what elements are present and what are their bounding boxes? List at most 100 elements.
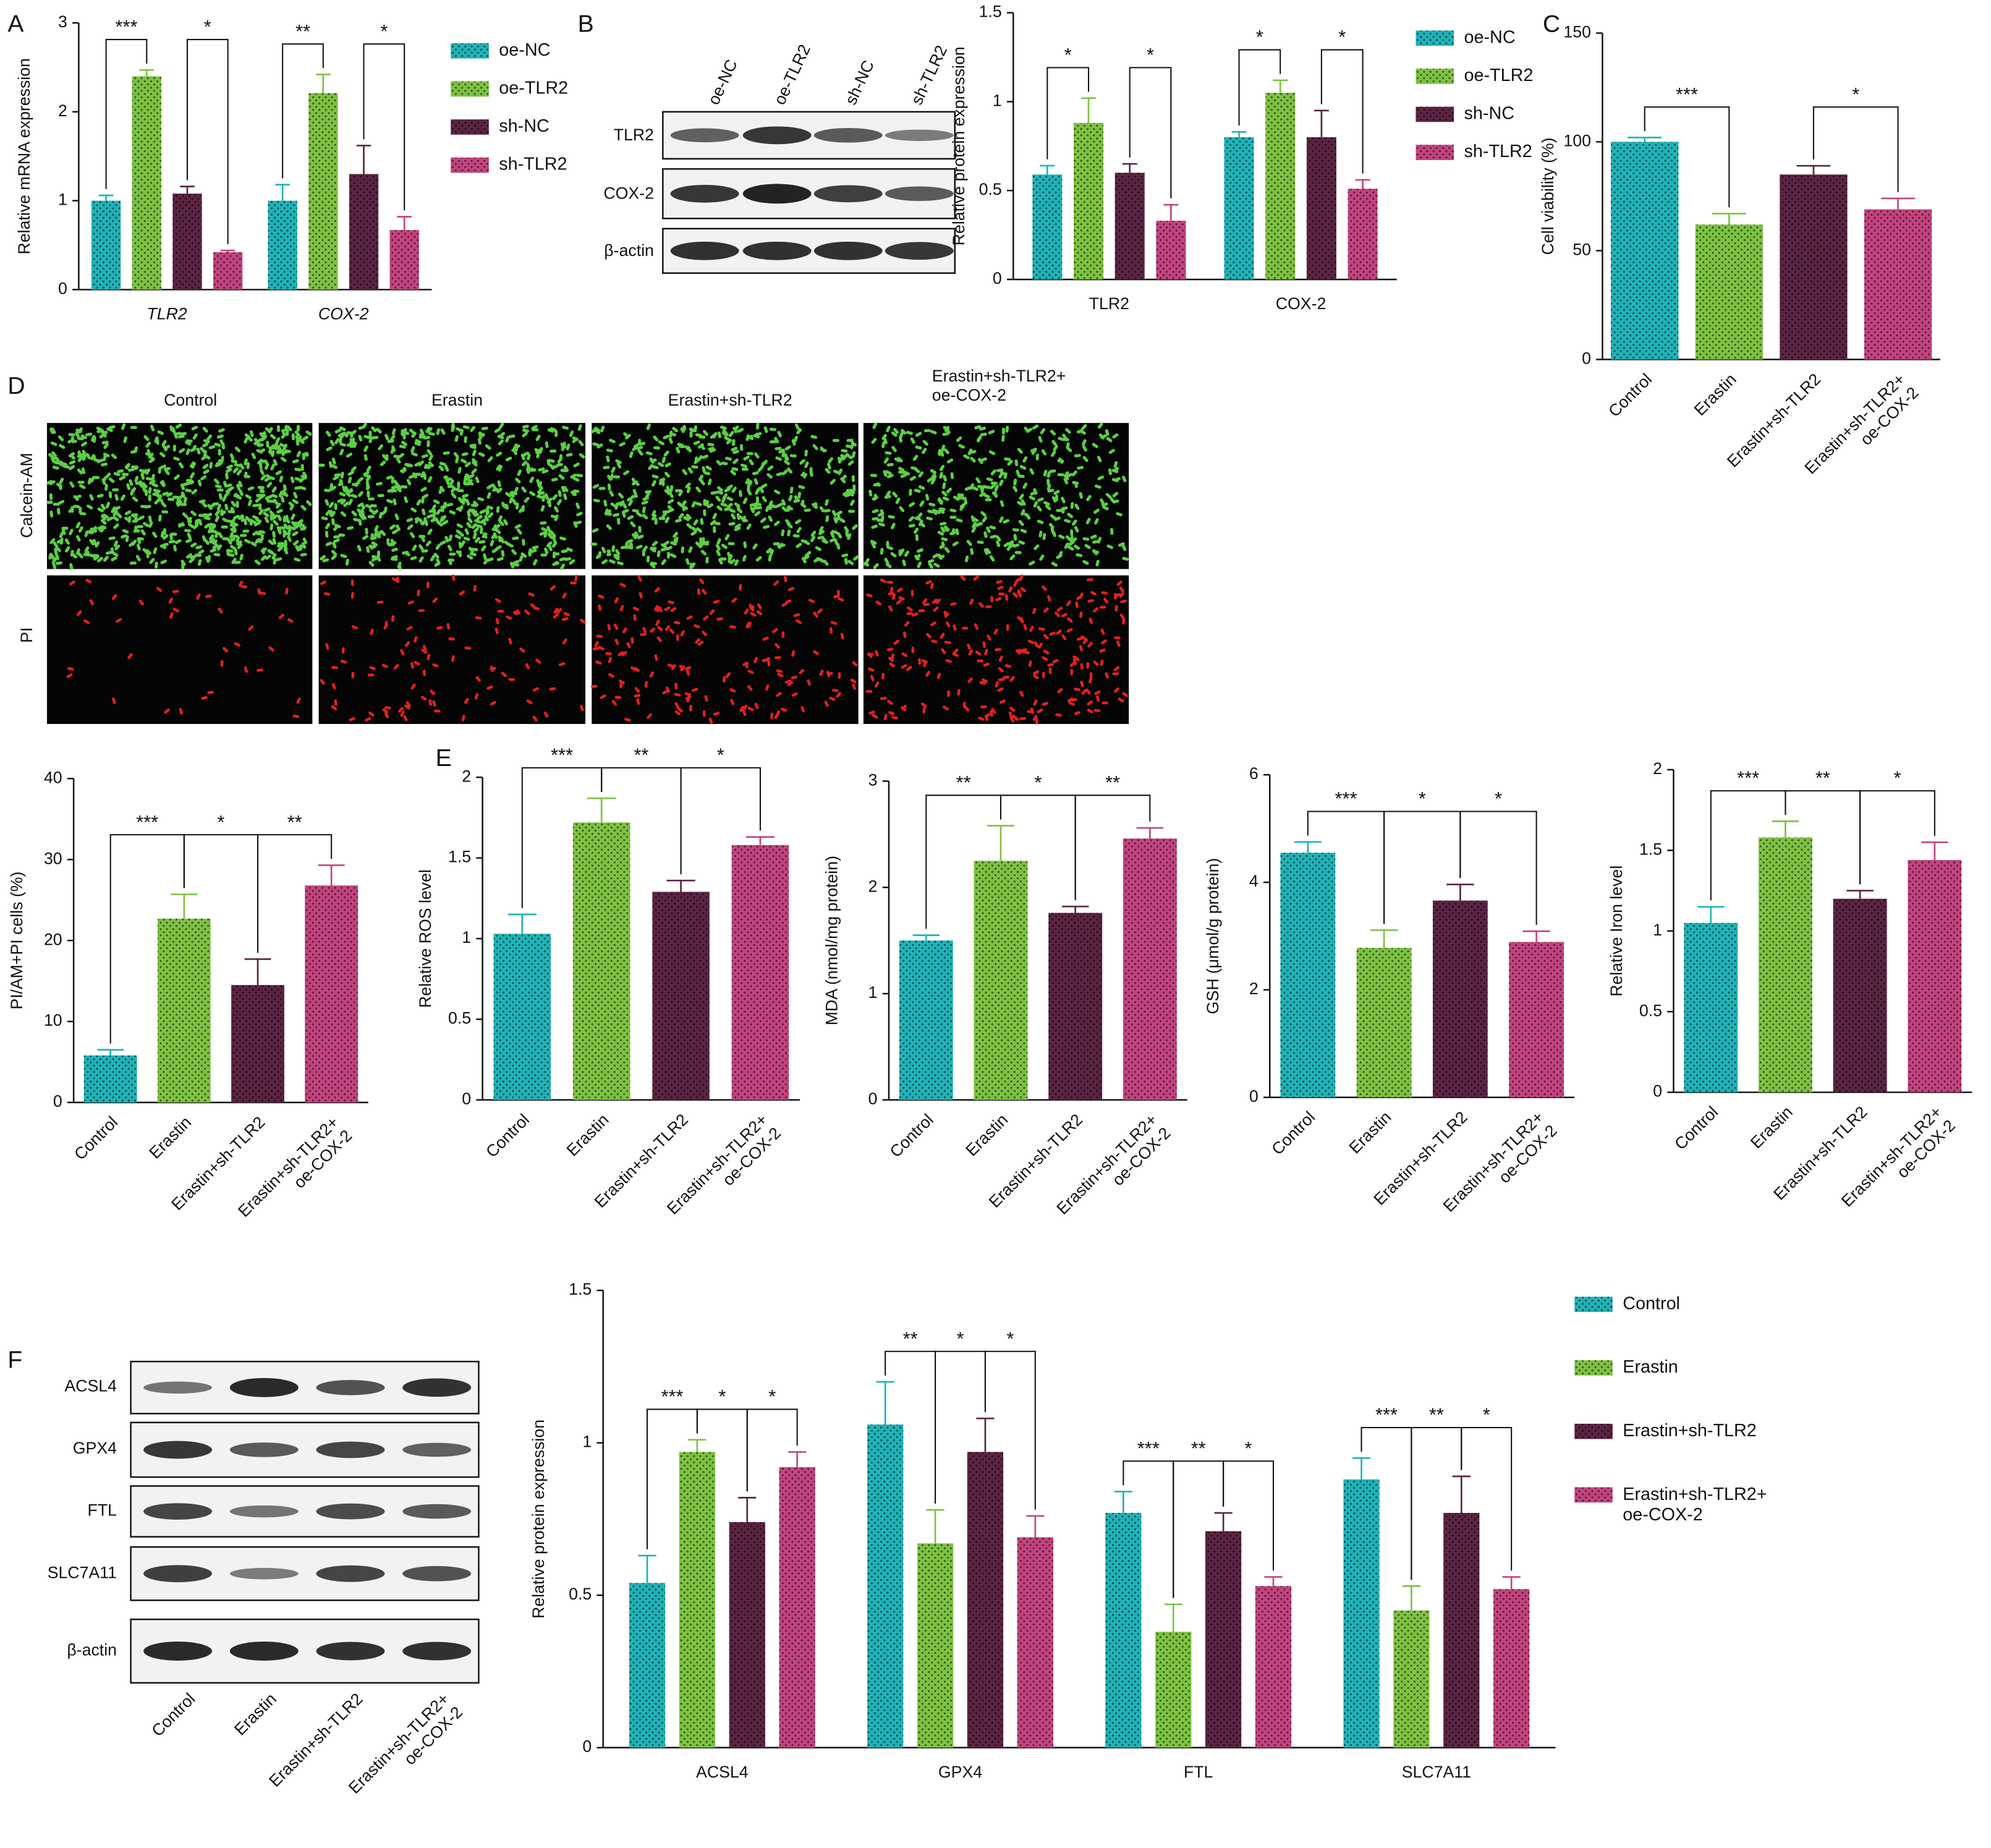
bar — [1759, 837, 1812, 1092]
legend-swatch — [451, 119, 489, 135]
significance-label: * — [1064, 44, 1072, 66]
bar — [1780, 174, 1848, 360]
significance-label: * — [1034, 772, 1042, 793]
bar — [867, 1424, 904, 1748]
legend-label: oe-NC — [499, 40, 550, 60]
error-bar — [587, 797, 616, 823]
comparison-bracket — [1320, 49, 1364, 174]
y-tick-label: 0 — [58, 279, 67, 297]
y-tick-label: 0 — [868, 1089, 878, 1108]
significance-label: *** — [115, 16, 137, 38]
y-tick-label: 0.5 — [979, 180, 1002, 198]
x-tick-label: Erastin — [962, 1110, 1011, 1160]
blot-band — [316, 1641, 385, 1661]
y-tick-label: 0 — [53, 1092, 62, 1110]
comparison-bracket — [1859, 790, 1935, 885]
y-tick-label: 2 — [1653, 759, 1662, 778]
y-axis-title: GSH (μmol/g protein) — [1204, 858, 1222, 1015]
y-tick-label: 0 — [1249, 1087, 1259, 1105]
y-axis-title: Relative Iron level — [1607, 866, 1626, 997]
significance-label: *** — [1676, 83, 1698, 105]
cells — [865, 574, 1128, 725]
bar — [1155, 1632, 1192, 1748]
blot-lane-label: Control — [148, 1689, 198, 1740]
significance-label: *** — [1737, 767, 1759, 789]
significance-label: *** — [1375, 1404, 1398, 1426]
comparison-bracket — [1459, 811, 1537, 925]
bar — [1306, 137, 1336, 279]
y-tick-label: 0.5 — [1639, 1001, 1662, 1020]
bar — [1255, 1586, 1292, 1748]
bar — [1032, 174, 1063, 279]
blot-band — [316, 1441, 385, 1458]
error-bar — [1712, 213, 1746, 225]
legend-label: oe-TLR2 — [499, 78, 568, 98]
bar — [1156, 221, 1186, 279]
legend-swatch — [1574, 1487, 1613, 1503]
bar — [652, 892, 710, 1101]
bar — [917, 1543, 954, 1748]
error-bar — [97, 1049, 124, 1056]
blot-band — [813, 185, 883, 203]
blot-row-label: β-actin — [67, 1641, 117, 1659]
bar — [83, 1055, 137, 1103]
error-bar — [316, 74, 331, 93]
x-tick-label: Control — [70, 1113, 121, 1164]
error-bar — [876, 1381, 894, 1425]
comparison-bracket — [1074, 794, 1151, 900]
comparison-bracket — [1223, 1460, 1275, 1571]
blot-row-label: COX-2 — [603, 184, 654, 202]
bar — [967, 1452, 1004, 1748]
error-bar — [1314, 109, 1329, 137]
significance-label: * — [1006, 1327, 1014, 1349]
panel-label: E — [436, 745, 452, 772]
error-bar — [926, 1509, 945, 1544]
blot-lane-label: sh-TLR2 — [907, 43, 951, 108]
bar — [779, 1467, 815, 1748]
comparison-bracket — [1461, 1426, 1513, 1571]
y-tick-label: 2 — [868, 877, 878, 895]
bar — [1017, 1537, 1053, 1748]
micrograph — [318, 575, 585, 724]
text-line: oe-COX-2 — [1623, 1505, 1702, 1525]
y-tick-label: 2 — [58, 101, 67, 120]
significance-label: * — [1245, 1437, 1252, 1459]
blot-row-label: SLC7A11 — [48, 1563, 117, 1582]
error-bar — [987, 825, 1014, 861]
comparison-bracket — [1238, 49, 1281, 126]
bar — [231, 985, 284, 1103]
bar — [731, 845, 789, 1101]
error-bar — [1796, 164, 1831, 175]
error-bar — [788, 1451, 807, 1468]
legend-swatch — [1574, 1297, 1613, 1313]
blot-row-label: TLR2 — [614, 126, 654, 144]
error-bar — [1846, 890, 1874, 899]
legend-swatch — [451, 81, 489, 97]
bar — [349, 174, 379, 290]
significance-label: * — [956, 1327, 964, 1349]
y-tick-label: 0.5 — [448, 1009, 471, 1028]
error-bar — [356, 145, 371, 174]
error-bar — [98, 194, 114, 201]
error-bar — [738, 1497, 757, 1522]
blot-band — [143, 1641, 213, 1661]
blot-band — [229, 1567, 299, 1580]
bar — [974, 861, 1028, 1101]
blot-band — [229, 1505, 299, 1518]
significance-label: * — [1894, 767, 1901, 789]
text-line: Erastin+sh-TLR2+ — [932, 367, 1066, 385]
significance-label: * — [1852, 83, 1859, 105]
y-tick-label: 1 — [993, 91, 1002, 109]
blot-band — [229, 1442, 299, 1457]
significance-label: *** — [1137, 1437, 1160, 1459]
significance-label: * — [380, 20, 388, 42]
y-axis-title: Relative mRNA expression — [15, 58, 33, 254]
image-row-label: Calcein-AM — [17, 453, 36, 538]
bar — [213, 252, 243, 290]
blot-lane-label: Erastin — [231, 1689, 280, 1739]
comparison-bracket — [1129, 67, 1172, 198]
y-tick-label: 3 — [868, 770, 878, 789]
blot-band — [143, 1503, 213, 1520]
comparison-bracket — [257, 834, 333, 953]
blot-band — [316, 1379, 385, 1395]
